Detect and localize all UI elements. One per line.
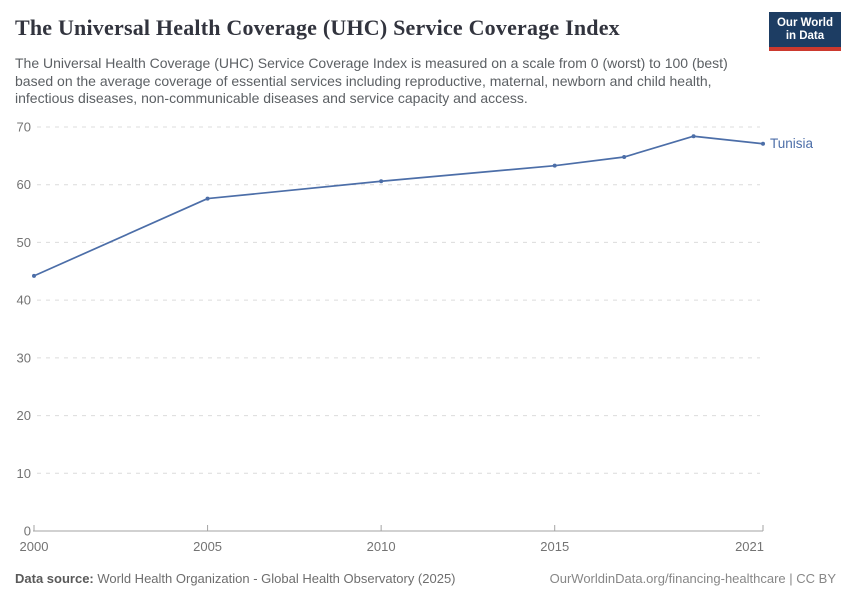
data-point[interactable]: [691, 134, 696, 139]
data-point[interactable]: [552, 163, 557, 168]
data-source-note: Data source: World Health Organization -…: [15, 571, 456, 586]
data-point[interactable]: [32, 273, 36, 278]
owid-logo[interactable]: Our World in Data: [768, 12, 841, 51]
data-point[interactable]: [379, 179, 384, 184]
x-tick-label: 2021: [735, 539, 764, 554]
data-point[interactable]: [622, 155, 627, 160]
y-tick-label: 10: [17, 466, 31, 481]
attribution-link[interactable]: OurWorldinData.org/financing-healthcare …: [549, 571, 836, 586]
x-tick-label: 2005: [193, 539, 222, 554]
page-title: The Universal Health Coverage (UHC) Serv…: [15, 15, 620, 40]
x-tick-label: 2015: [540, 539, 569, 554]
data-source-label: Data source:: [15, 571, 94, 586]
y-tick-label: 50: [17, 235, 31, 250]
y-tick-label: 30: [17, 350, 31, 365]
data-source-value: World Health Organization - Global Healt…: [93, 571, 456, 586]
x-tick-label: 2010: [367, 539, 396, 554]
x-tick-label: 2000: [20, 539, 49, 554]
y-tick-label: 70: [17, 120, 31, 135]
uhc-line-chart[interactable]: 0 10 20 30 40 50 60 70 2000 2005 2010 2015 2021 Tunis…: [0, 110, 850, 560]
y-tick-label: 0: [24, 524, 31, 539]
owid-logo-line1: Our World: [776, 17, 833, 29]
entity-label[interactable]: Tunisia: [770, 136, 814, 151]
series-line[interactable]: [33, 135, 764, 277]
owid-logo-line2: in Data: [785, 30, 825, 42]
y-tick-label: 20: [17, 408, 31, 423]
y-tick-label: 40: [17, 293, 31, 308]
chart-subtitle: The Universal Health Coverage (UHC) Serv…: [15, 55, 728, 106]
data-point[interactable]: [761, 141, 765, 146]
y-tick-label: 60: [17, 177, 31, 192]
data-point[interactable]: [205, 196, 210, 201]
